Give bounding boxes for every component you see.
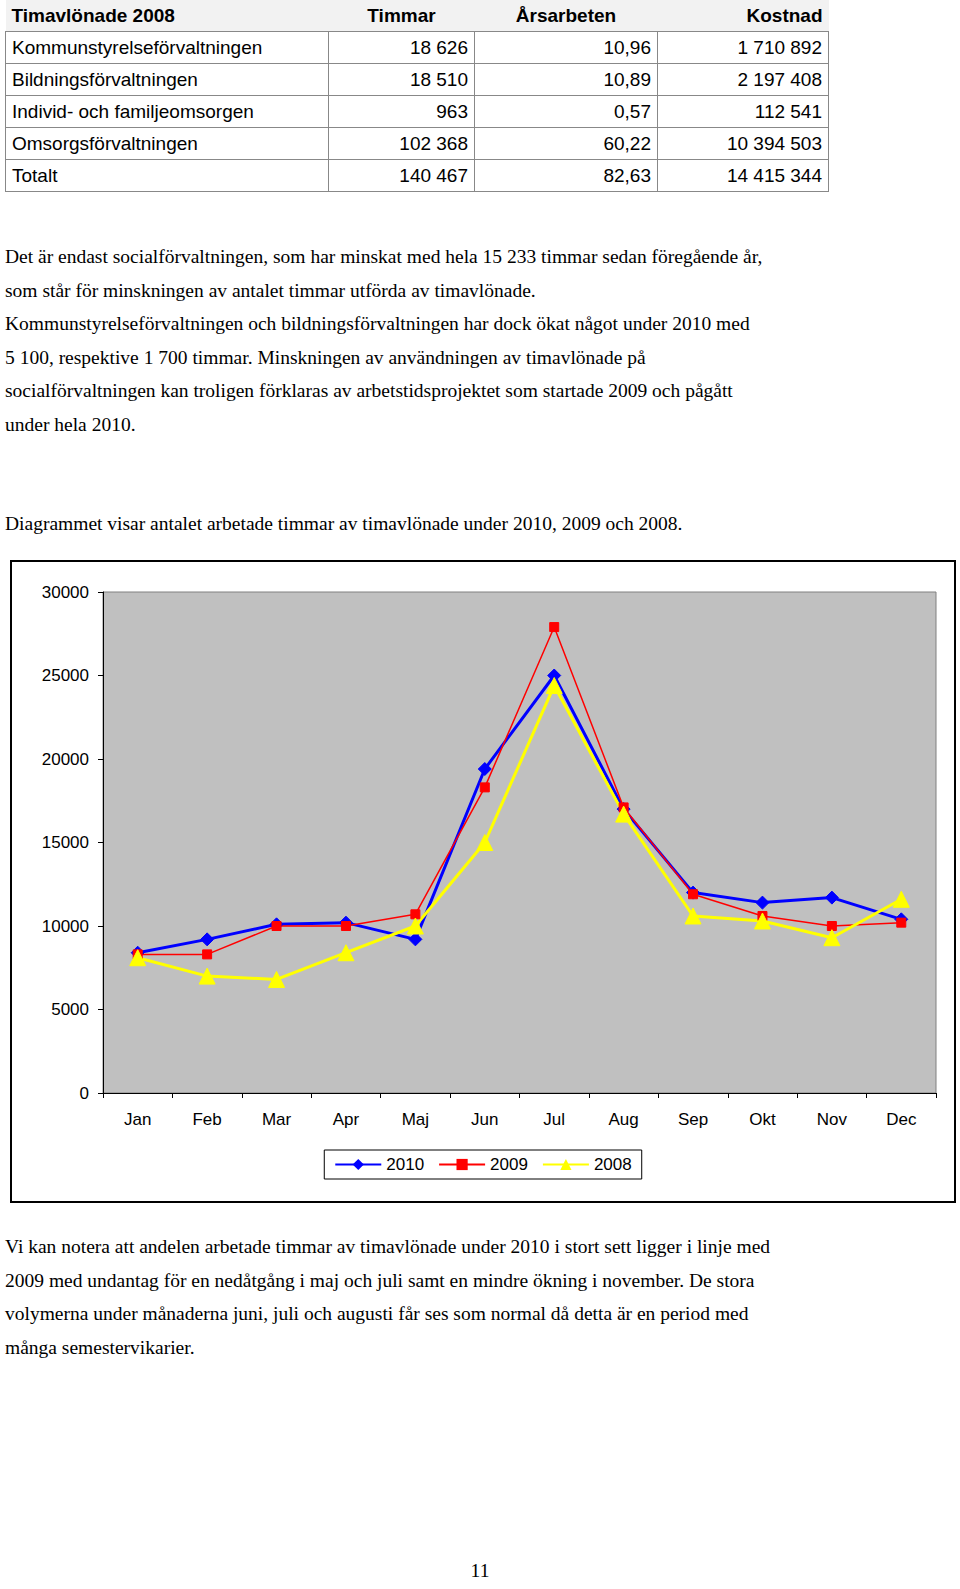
svg-text:Nov: Nov <box>817 1110 848 1129</box>
svg-text:Mar: Mar <box>262 1110 292 1129</box>
html-text:Timmar: Timmar <box>367 4 436 26</box>
svg-text:Jul: Jul <box>543 1110 565 1129</box>
html-text:Diagrammet visar antalet arbet: Diagrammet visar antalet arbetade timmar… <box>5 513 683 534</box>
svg-text:Okt: Okt <box>749 1110 776 1129</box>
svg-text:15000: 15000 <box>42 833 89 852</box>
svg-text:2010: 2010 <box>386 1155 424 1174</box>
html-text:Kostnad: Kostnad <box>746 4 823 26</box>
html-text:82,63: 82,63 <box>603 164 651 186</box>
html-text:10,89: 10,89 <box>603 68 651 90</box>
html-text:963: 963 <box>436 100 468 122</box>
svg-text:Jun: Jun <box>471 1110 498 1129</box>
html-text:under hela 2010.: under hela 2010. <box>5 414 136 435</box>
html-text:Timavlönade 2008: Timavlönade 2008 <box>11 4 175 26</box>
html-text:14 415 344: 14 415 344 <box>726 164 822 186</box>
svg-text:Sep: Sep <box>678 1110 708 1129</box>
html-text:volymerna under månaderna juni: volymerna under månaderna juni, juli och… <box>5 1303 749 1325</box>
html-text:18 626: 18 626 <box>409 36 468 58</box>
html-text:som står för minskningen av an: som står för minskningen av antalet timm… <box>5 279 536 301</box>
html-text:140 467: 140 467 <box>399 164 468 186</box>
html-text:Kommunstyrelseförvaltningen oc: Kommunstyrelseförvaltningen och bildning… <box>5 313 750 335</box>
svg-text:2008: 2008 <box>594 1155 632 1174</box>
html-text:10,96: 10,96 <box>603 36 651 58</box>
html-text:1 710 892: 1 710 892 <box>737 36 822 58</box>
svg-text:5000: 5000 <box>51 1000 89 1019</box>
html-text:2 197 408: 2 197 408 <box>737 68 822 90</box>
html-text:Bildningsförvaltningen: Bildningsförvaltningen <box>12 68 198 90</box>
html-text:Totalt: Totalt <box>12 164 58 186</box>
svg-text:Aug: Aug <box>609 1110 639 1129</box>
html-text:2009 med undantag för en nedåt: 2009 med undantag för en nedåtgång i maj… <box>5 1269 755 1291</box>
svg-text:Maj: Maj <box>402 1110 429 1129</box>
html-text:0,57: 0,57 <box>614 100 651 122</box>
svg-text:Feb: Feb <box>192 1110 221 1129</box>
html-text:10 394 503: 10 394 503 <box>726 132 822 154</box>
html-text:Det är endast socialförvaltnin: Det är endast socialförvaltningen, som h… <box>5 246 763 267</box>
html-text:Individ- och familjeomsorgen: Individ- och familjeomsorgen <box>12 100 254 122</box>
svg-text:2009: 2009 <box>490 1155 528 1174</box>
svg-text:30000: 30000 <box>42 583 89 602</box>
svg-text:Apr: Apr <box>333 1110 360 1129</box>
html-text:112 541: 112 541 <box>754 100 822 122</box>
html-text:5 100, respektive 1 700 timmar: 5 100, respektive 1 700 timmar. Minsknin… <box>5 346 646 368</box>
svg-text:25000: 25000 <box>42 666 89 685</box>
svg-text:10000: 10000 <box>42 917 89 936</box>
html-text:Vi kan notera att andelen arbe: Vi kan notera att andelen arbetade timma… <box>5 1236 770 1257</box>
html-text:11: 11 <box>470 1560 490 1581</box>
svg-text:0: 0 <box>80 1084 89 1103</box>
html-text:18 510: 18 510 <box>409 68 468 90</box>
html-text:Omsorgsförvaltningen: Omsorgsförvaltningen <box>12 132 198 154</box>
html-text:socialförvaltningen kan trolig: socialförvaltningen kan troligen förklar… <box>5 380 733 402</box>
html-text:60,22: 60,22 <box>603 132 651 154</box>
html-text:102 368: 102 368 <box>399 132 468 154</box>
svg-text:Dec: Dec <box>886 1110 917 1129</box>
html-text:Kommunstyrelseförvaltningen: Kommunstyrelseförvaltningen <box>12 36 263 58</box>
svg-text:20000: 20000 <box>42 750 89 769</box>
html-text:Årsarbeten: Årsarbeten <box>515 4 617 26</box>
svg-text:Jan: Jan <box>124 1110 151 1129</box>
html-text:många semestervikarier.: många semestervikarier. <box>5 1336 195 1358</box>
